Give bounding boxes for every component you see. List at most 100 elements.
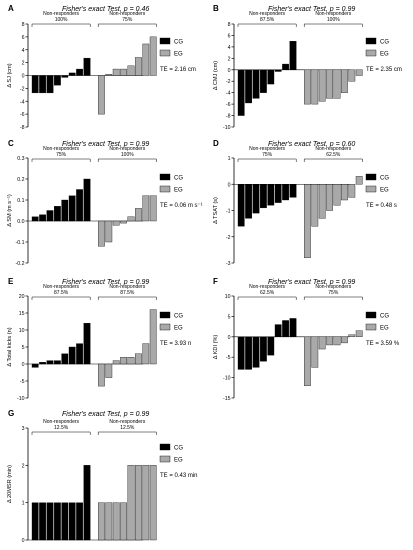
bar-cg-5 (267, 69, 275, 85)
bar-eg-8 (355, 69, 363, 76)
y-tick-label: -1 (226, 209, 231, 215)
y-tick-label: 6 (22, 35, 25, 41)
y-tick-label: 2 (228, 56, 231, 62)
panel-label: D (213, 139, 219, 148)
bar-cg-4 (54, 206, 61, 222)
bar-cg-6 (68, 502, 76, 541)
bar-cg-2 (39, 214, 46, 222)
te-label: TE = 0.43 min (160, 473, 198, 479)
panel-label: F (213, 277, 218, 286)
chart-title: Fisher's exact Test, p = 0.60 (268, 141, 355, 148)
bracket-line (303, 23, 363, 27)
bar-eg-6 (135, 57, 142, 76)
bar-eg-1 (98, 75, 105, 115)
y-tick-label: -2 (226, 235, 231, 241)
panel-e: E Fisher's exact Test, p = 0.99 -10 -5 0 5 10 1… (7, 277, 191, 402)
bracket-line (31, 23, 91, 27)
bar-eg-8 (355, 176, 363, 185)
bracket-line (97, 23, 157, 27)
bar-cg-3 (252, 69, 260, 99)
panel-label: C (8, 139, 14, 148)
bar-cg-5 (61, 502, 69, 541)
bracket-percent: 75% (122, 17, 133, 23)
bracket-percent: 12.5% (54, 425, 69, 431)
bracket-percent: 87.5% (120, 290, 135, 296)
legend-label-eg: EG (380, 52, 389, 58)
y-tick-label: 4 (228, 45, 231, 51)
bracket-percent: 75% (262, 152, 273, 158)
bar-cg-7 (76, 502, 83, 541)
bar-eg-7 (348, 184, 356, 198)
y-tick-label: -0.1 (16, 240, 25, 246)
legend-swatch-cg (365, 311, 377, 319)
legend-label-cg: CG (174, 176, 183, 182)
bar-eg-7 (142, 43, 150, 76)
bracket-label: Non-responders (109, 146, 145, 152)
y-axis-label: Δ 20MSR (min) (7, 465, 13, 503)
panel-a: A Fisher's exact Test, p = 0.46 -8 -6 -4 -2 0 2… (7, 4, 196, 131)
legend-swatch-cg (159, 173, 171, 181)
bar-eg-5 (127, 465, 135, 541)
bar-cg-6 (68, 346, 76, 365)
chart-title: Fisher's exact Test, p = 0.46 (62, 6, 149, 13)
bar-cg-8 (83, 323, 91, 365)
bar-cg-7 (76, 68, 83, 76)
bar-eg-5 (333, 336, 341, 346)
te-label: TE = 2.35 cm (366, 67, 402, 73)
bar-cg-7 (76, 343, 83, 365)
bar-cg-4 (54, 75, 61, 86)
y-tick-label: -6 (20, 112, 25, 118)
bar-cg-7 (282, 63, 289, 70)
bar-eg-4 (120, 502, 127, 541)
bracket-line (237, 296, 297, 300)
bar-eg-2 (311, 69, 319, 105)
panel-f: F Fisher's exact Test, p = 0.99 -15 -10 -5 0 5… (213, 277, 400, 402)
bar-cg-3 (46, 360, 54, 365)
chart-title: Fisher's exact Test, p = 0.99 (62, 141, 149, 148)
y-tick-label: 1 (22, 501, 25, 507)
bar-eg-3 (318, 69, 326, 102)
legend-label-cg: CG (380, 176, 389, 182)
te-label: TE = 0.06 m s⁻¹ (160, 203, 203, 209)
y-axis-label: Δ SM (m s⁻¹) (7, 194, 13, 227)
bracket-label: Non-responders (249, 146, 285, 152)
bracket-percent: 87.5% (54, 290, 69, 296)
y-tick-label: -10 (223, 376, 231, 382)
bar-cg-1 (31, 502, 39, 541)
y-tick-label: -5 (20, 379, 25, 385)
y-axis-label: Δ Total kicks (n) (7, 327, 13, 366)
bar-cg-5 (267, 336, 275, 356)
bar-eg-3 (112, 68, 120, 76)
bar-cg-3 (46, 75, 54, 94)
y-tick-label: -8 (226, 114, 231, 120)
bar-cg-1 (237, 184, 245, 227)
bracket-label: Non-responders (315, 284, 351, 290)
bracket-percent: 100% (55, 17, 68, 23)
panel-label: G (8, 409, 14, 418)
bar-eg-2 (105, 74, 113, 76)
legend-swatch-eg (159, 49, 171, 57)
y-tick-label: 15 (19, 311, 25, 317)
bar-cg-6 (274, 324, 282, 337)
bar-cg-2 (39, 75, 46, 94)
y-tick-label: -2 (20, 86, 25, 92)
bar-eg-6 (341, 184, 348, 201)
y-tick-label: 0.2 (17, 177, 24, 183)
chart-title: Fisher's exact Test, p = 0.99 (268, 6, 355, 13)
y-tick-label: -10 (17, 396, 25, 402)
bar-cg-4 (54, 502, 61, 541)
y-tick-label: 0 (228, 182, 231, 188)
bracket-line (237, 23, 297, 27)
bar-eg-4 (120, 68, 127, 76)
bar-eg-4 (326, 336, 333, 346)
bracket-line (303, 296, 363, 300)
y-tick-label: 10 (19, 328, 25, 334)
y-tick-label: 2 (22, 61, 25, 67)
y-tick-label: -15 (223, 396, 231, 402)
bracket-label: Non-responders (43, 11, 79, 17)
legend-swatch-cg (365, 37, 377, 45)
bar-cg-3 (46, 210, 54, 222)
bar-eg-1 (304, 336, 311, 386)
bar-cg-7 (282, 320, 289, 337)
chart-title: Fisher's exact Test, p = 0.99 (62, 279, 149, 286)
